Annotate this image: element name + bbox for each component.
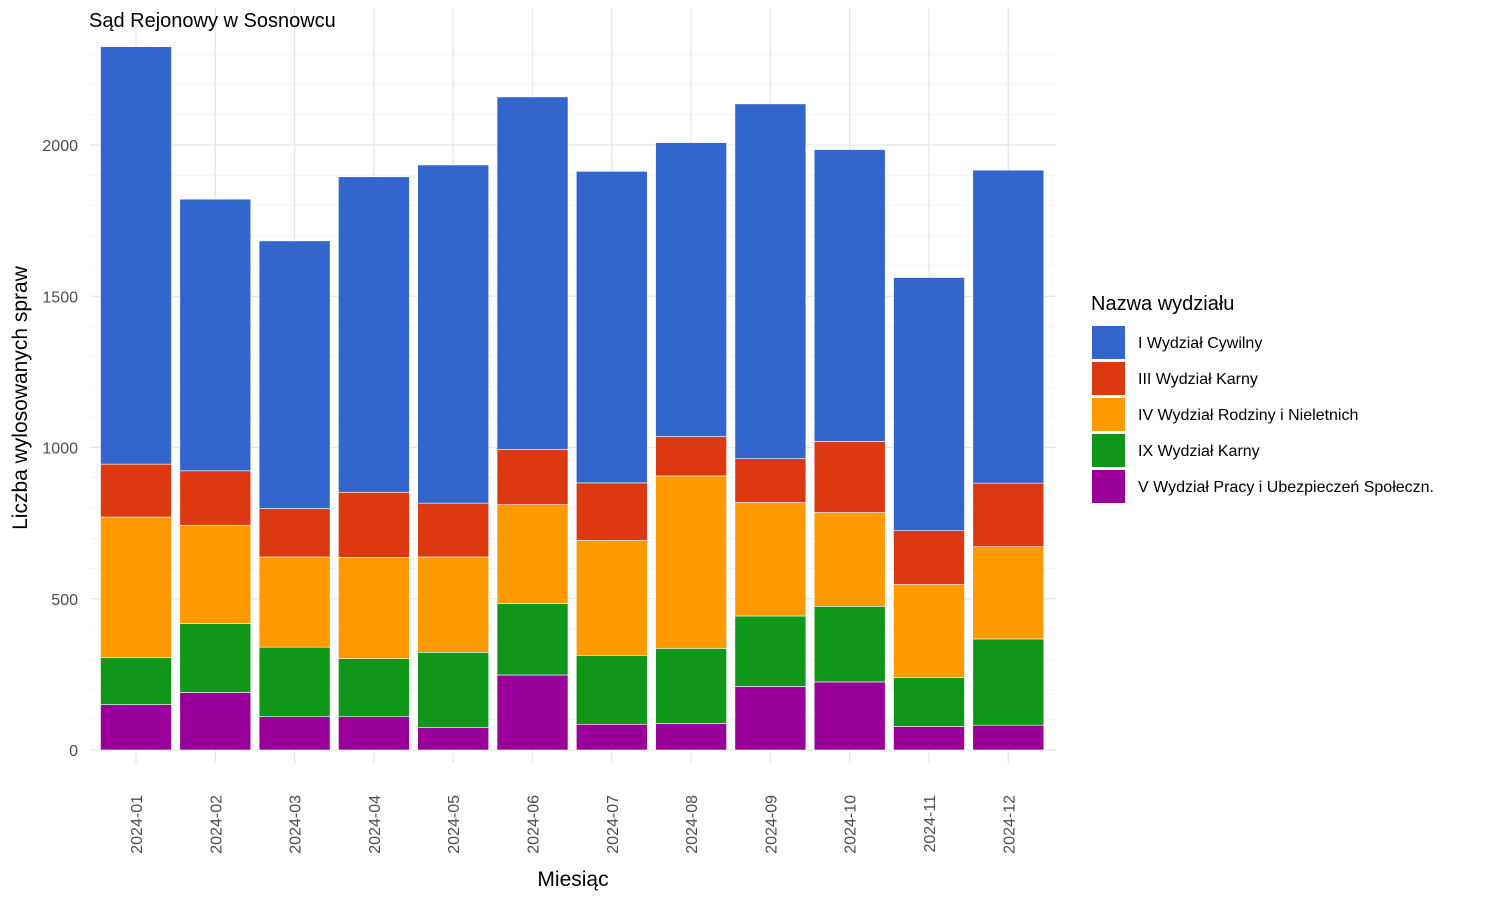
bar-segment [100, 704, 172, 751]
legend-swatch [1092, 362, 1125, 395]
legend-label: I Wydział Cywilny [1138, 335, 1262, 352]
bar-segment [972, 169, 1045, 484]
bar-segment [813, 512, 886, 607]
bar-segment [655, 436, 727, 477]
bar-segment [575, 540, 648, 656]
bar-segment [417, 556, 490, 653]
bar-segment [813, 681, 886, 751]
bar-segment [258, 716, 331, 751]
bar-segment [258, 646, 331, 718]
bar-segment [100, 463, 172, 518]
x-tick-label: 2024-11 [922, 795, 939, 853]
y-tick-label: 0 [69, 743, 78, 760]
bar-segment [496, 449, 569, 505]
x-tick-label: 2024-12 [1001, 795, 1018, 854]
bar-segment [734, 458, 807, 503]
bar-segment [179, 470, 252, 526]
bar-segment [417, 727, 490, 751]
x-axis-ticks: 2024-01 2024-02 2024-03 2024-04 2024-05 2024-… [129, 795, 1018, 854]
chart-title: Sąd Rejonowy w Sosnowcu [89, 10, 336, 32]
bar-segment [179, 623, 252, 693]
legend-label: IX Wydział Karny [1138, 443, 1260, 460]
x-tick-label: 2024-04 [367, 795, 384, 854]
legend-swatch [1092, 326, 1125, 359]
bar-segment [100, 46, 172, 465]
legend-label: V Wydział Pracy i Ubezpieczeń Społeczn. [1138, 479, 1434, 496]
bar-segment [258, 240, 331, 509]
legend-label: III Wydział Karny [1138, 371, 1258, 388]
bar-segment [575, 171, 648, 484]
bar-segment [417, 164, 490, 504]
bar-segment [179, 524, 252, 624]
bar-segment [100, 657, 172, 705]
legend-swatch [1092, 470, 1125, 503]
bars [100, 46, 1045, 751]
legend-label: IV Wydział Rodziny i Nieletnich [1138, 407, 1358, 424]
bar-segment [655, 475, 727, 649]
bar-segment [813, 606, 886, 683]
y-tick-label: 1500 [42, 289, 78, 306]
y-tick-label: 1000 [42, 441, 78, 458]
bar-segment [972, 482, 1045, 548]
bar-segment [496, 603, 569, 676]
bar-segment [734, 103, 807, 459]
bar-segment [338, 716, 410, 751]
y-axis-title: Liczba wylosowanych spraw [9, 265, 32, 530]
bar-segment [100, 516, 172, 659]
bar-segment [813, 149, 886, 442]
x-tick-label: 2024-03 [288, 795, 305, 854]
bar-segment [734, 686, 807, 751]
x-tick-label: 2024-08 [684, 795, 701, 854]
bar-segment [258, 508, 331, 558]
x-tick-label: 2024-10 [843, 795, 860, 854]
bar-segment [338, 658, 410, 718]
bar-segment [417, 502, 490, 558]
bar-segment [655, 648, 727, 724]
bar-segment [496, 674, 569, 751]
bar-segment [338, 491, 410, 558]
x-tick-label: 2024-06 [526, 795, 543, 854]
bar-segment [893, 677, 965, 727]
bar-segment [813, 441, 886, 513]
bar-segment [575, 482, 648, 541]
x-tick-label: 2024-02 [208, 795, 225, 854]
legend: Nazwa wydziału I Wydział Cywilny III Wydz… [1091, 293, 1434, 503]
bar-segment [179, 692, 252, 751]
bar-segment [972, 638, 1045, 726]
x-tick-label: 2024-07 [605, 795, 622, 854]
bar-segment [655, 142, 727, 437]
bar-segment [734, 502, 807, 617]
bar-segment [972, 546, 1045, 640]
y-tick-label: 500 [51, 592, 78, 609]
legend-title: Nazwa wydziału [1091, 293, 1234, 315]
bar-segment [496, 504, 569, 604]
x-tick-label: 2024-01 [129, 795, 146, 854]
y-tick-label: 2000 [42, 138, 78, 155]
bar-segment [655, 723, 727, 751]
bar-segment [575, 723, 648, 751]
bar-segment [179, 198, 252, 472]
bar-segment [893, 277, 965, 531]
bar-segment [734, 615, 807, 687]
x-tick-label: 2024-05 [446, 795, 463, 854]
bar-segment [893, 584, 965, 678]
bar-segment [417, 651, 490, 728]
bar-segment [338, 176, 410, 493]
legend-items: I Wydział Cywilny III Wydział Karny IV Wyd… [1092, 326, 1434, 503]
bar-segment [258, 556, 331, 648]
bar-segment [893, 726, 965, 751]
legend-swatch [1092, 398, 1125, 431]
x-axis-title: Miesiąc [537, 868, 608, 891]
bar-segment [496, 96, 569, 450]
bar-segment [575, 655, 648, 725]
x-tick-label: 2024-09 [763, 795, 780, 854]
bar-segment [338, 557, 410, 659]
bar-segment [972, 724, 1045, 751]
bar-segment [893, 530, 965, 585]
y-axis-ticks: 0 500 1000 1500 2000 [42, 138, 78, 760]
legend-swatch [1092, 434, 1125, 467]
